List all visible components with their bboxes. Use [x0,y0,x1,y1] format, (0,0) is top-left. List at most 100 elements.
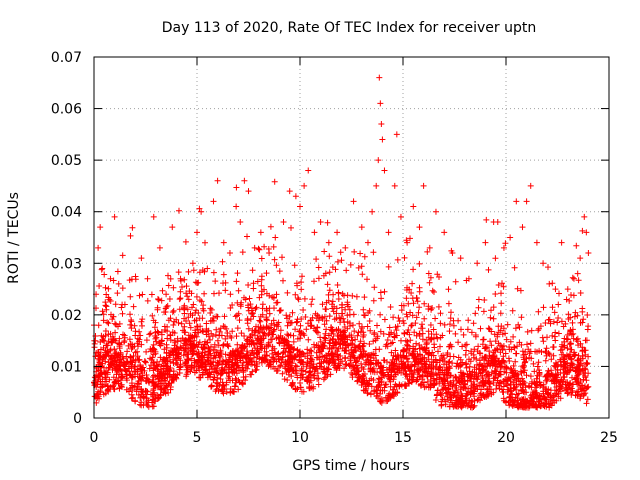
data-point [99,265,106,272]
data-point [132,332,139,339]
x-tick-label: 15 [394,430,412,446]
data-point [364,239,371,246]
data-point [558,239,565,246]
data-point [301,182,308,189]
data-point [391,182,398,189]
y-tick-label: 0.05 [51,153,82,169]
data-point [546,280,553,287]
data-point [292,193,299,200]
data-point [507,234,514,241]
data-point [404,239,411,246]
data-point [577,255,584,262]
data-point [107,275,114,282]
data-point [198,208,205,215]
data-point [397,213,404,220]
data-point [457,255,464,262]
data-point [204,265,211,272]
data-point [426,244,433,251]
y-tick-label: 0.02 [51,308,82,324]
y-tick-labels: 0 0.01 0.02 0.03 0.04 0.05 0.06 0.07 [51,50,82,427]
data-point [449,249,456,256]
data-point [416,224,423,231]
data-point [378,121,385,128]
data-point [241,177,248,184]
data-point [311,229,318,236]
plot-frame [93,56,610,419]
data-point [334,229,341,236]
data-point [266,249,273,256]
data-point [138,255,145,262]
x-tick-labels: 0 5 10 15 20 25 [90,430,618,446]
data-point [465,275,472,282]
axis-ticks [93,56,610,419]
data-point [513,198,520,205]
data-point [358,224,365,231]
data-point [189,260,196,267]
data-points [91,74,592,339]
data-point [377,100,384,107]
data-point [156,244,163,251]
data-point [500,244,507,251]
data-point [376,74,383,81]
data-point [527,182,534,189]
data-point [286,188,293,195]
data-point [441,229,448,236]
data-point [410,203,417,210]
data-point [564,286,571,293]
data-point [251,244,258,251]
dense-point-cloud [91,178,592,411]
data-point [95,244,102,251]
data-point [150,213,157,220]
data-point [585,249,592,256]
data-point [305,167,312,174]
data-point [570,275,577,282]
data-point [177,275,184,282]
data-point [494,219,501,226]
chart-title: Day 113 of 2020, Rate Of TEC Index for r… [162,20,537,36]
data-point [97,224,104,231]
data-point [482,239,489,246]
data-point [103,306,110,313]
data-point [111,213,118,220]
data-point [393,131,400,138]
data-point [369,208,376,215]
data-point [194,229,200,236]
data-point [237,219,244,226]
x-tick-label: 5 [193,430,202,446]
y-tick-label: 0 [73,411,82,427]
data-point [474,260,481,267]
data-point [540,260,547,267]
data-point [115,280,122,287]
data-point [185,296,192,303]
data-point [519,224,526,231]
data-point [583,229,590,236]
y-tick-label: 0.06 [51,102,82,118]
data-point [317,219,324,226]
data-point [245,188,252,195]
data-point [325,239,332,246]
data-point [297,203,303,210]
data-point [220,239,227,246]
x-axis-label: GPS time / hours [292,458,409,474]
data-point [379,136,386,143]
data-point [342,244,349,251]
data-point [144,275,151,282]
x-tick-label: 20 [497,430,515,446]
data-point [280,219,287,226]
data-point [533,239,540,246]
data-point [350,198,357,205]
data-point [581,213,588,220]
point-cloud-markers [91,178,592,411]
y-axis-label: ROTI / TECUs [6,192,22,284]
y-tick-label: 0.01 [51,359,82,375]
data-point [226,249,233,256]
data-point [375,157,382,164]
y-tick-label: 0.03 [51,256,82,272]
data-point [385,229,392,236]
y-tick-label: 0.07 [51,50,82,66]
data-point [214,177,221,184]
data-point [523,198,530,205]
data-point [432,208,439,215]
x-tick-label: 10 [291,430,309,446]
